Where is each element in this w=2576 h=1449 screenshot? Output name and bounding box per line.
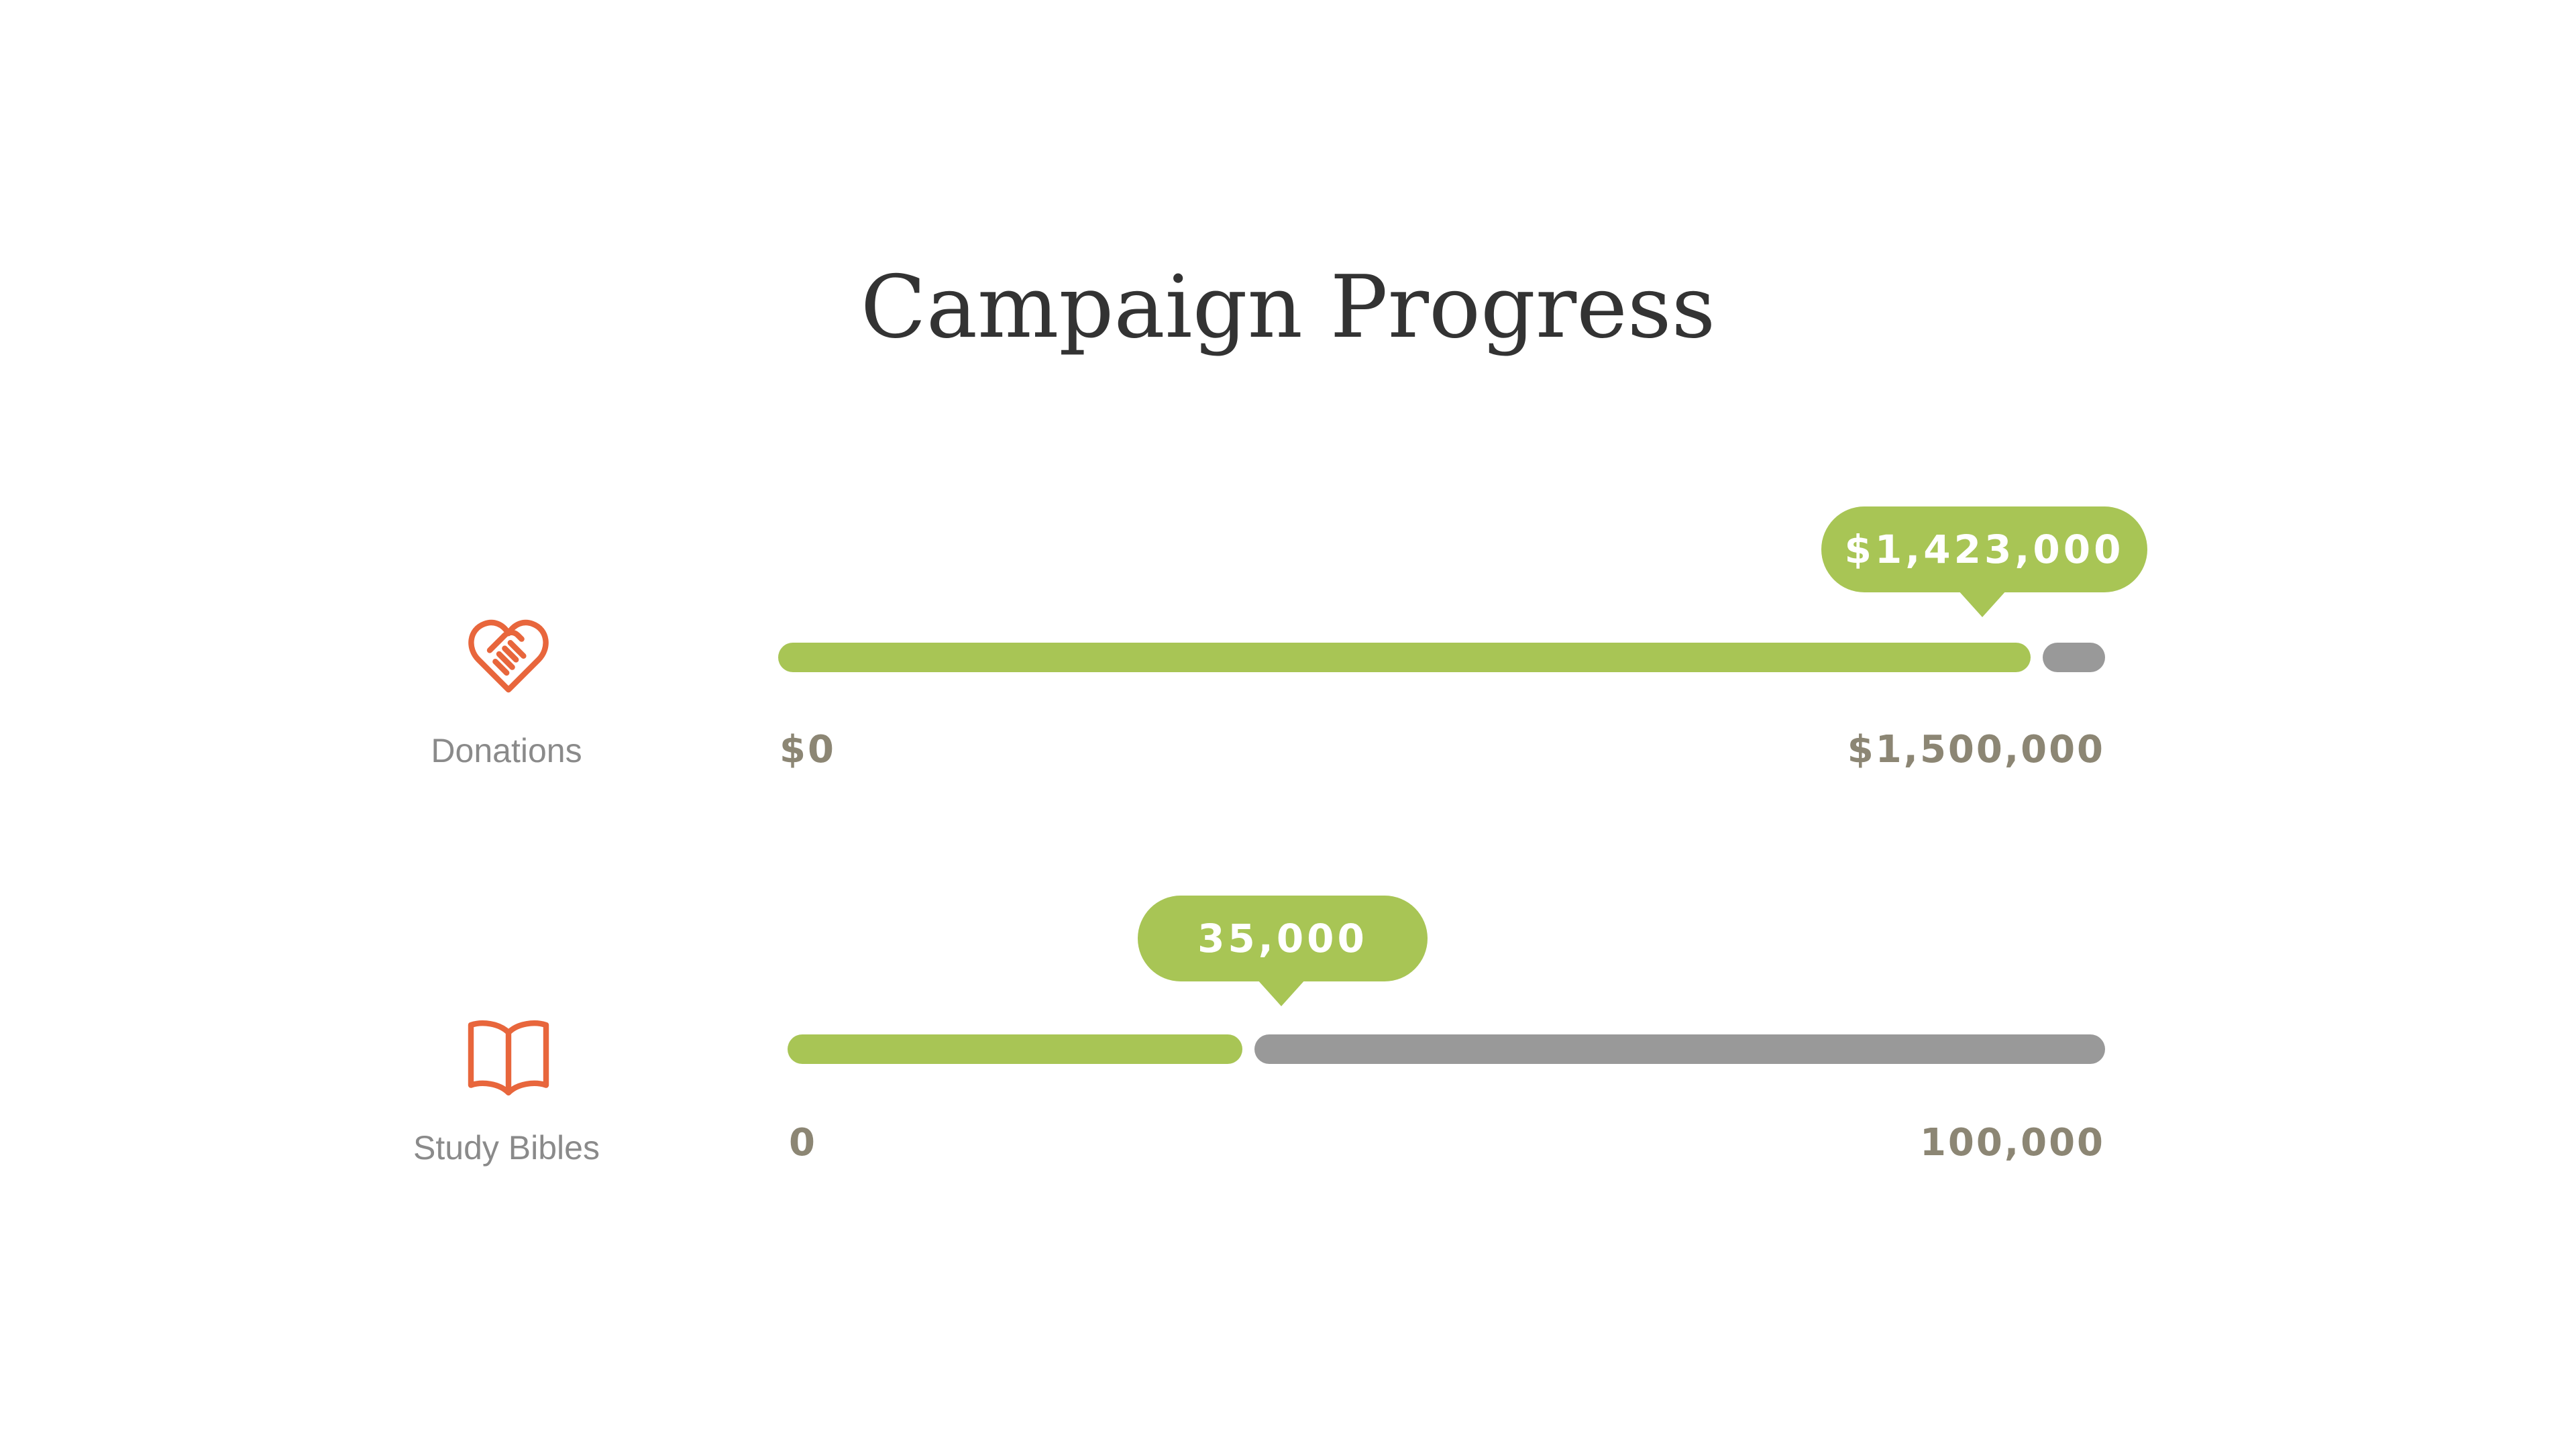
progress-track-study-bibles — [788, 1034, 2105, 1064]
page-title: Campaign Progress — [860, 258, 1716, 358]
progress-track-donations — [778, 643, 2105, 672]
metric-label-donations: Donations — [431, 732, 582, 769]
value-bubble-donations: $1,423,000 — [1821, 506, 2147, 592]
open-book-icon — [462, 1006, 555, 1100]
progress-bar-donations — [778, 643, 2031, 672]
remaining-bar-study-bibles — [1254, 1034, 2105, 1064]
progress-bar-study-bibles — [788, 1034, 1242, 1064]
value-bubble-study-bibles: 35,000 — [1138, 896, 1428, 981]
metric-label-study-bibles: Study Bibles — [413, 1129, 600, 1167]
axis-max-study-bibles: 100,000 — [1919, 1121, 2105, 1165]
value-bubble-tail-study-bibles — [1257, 979, 1305, 1006]
remaining-bar-donations — [2043, 643, 2105, 672]
axis-min-donations: $0 — [780, 728, 836, 771]
axis-min-study-bibles: 0 — [789, 1121, 817, 1165]
handshake-heart-icon — [462, 607, 555, 701]
value-bubble-tail-donations — [1958, 590, 2006, 617]
axis-max-donations: $1,500,000 — [1847, 728, 2105, 771]
